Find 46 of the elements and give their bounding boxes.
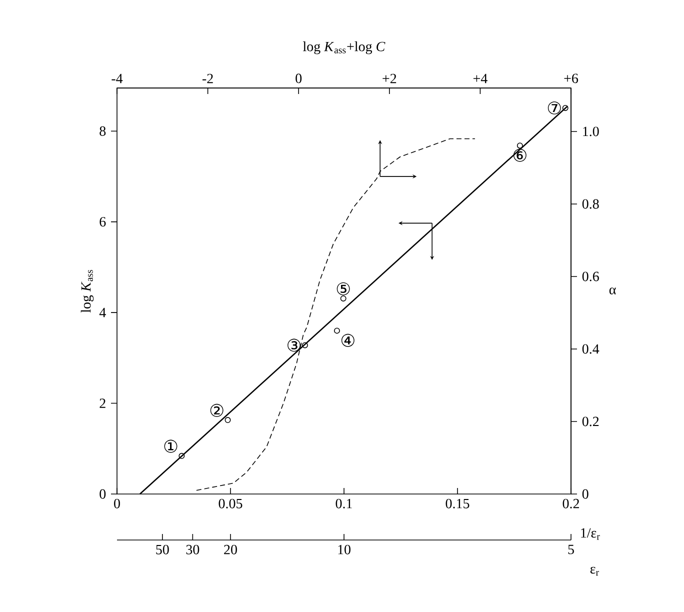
y-tick-label: 0 bbox=[100, 489, 106, 499]
text: 50 bbox=[156, 544, 169, 554]
point bbox=[516, 142, 523, 149]
annotation: ① bbox=[164, 440, 178, 453]
x2-tick-label: +4 bbox=[473, 74, 488, 84]
text: ε$_{r}$ bbox=[590, 566, 599, 576]
y2-tick-label: 0.6 bbox=[582, 272, 599, 282]
y2-tick-label: 1.0 bbox=[583, 126, 599, 136]
text: 10 bbox=[338, 544, 350, 554]
point bbox=[302, 342, 308, 348]
y-tick-label: 8 bbox=[100, 126, 106, 136]
y-tick-label: 2 bbox=[100, 398, 106, 408]
point bbox=[178, 452, 185, 459]
x2-tick-label: +6 bbox=[564, 74, 578, 84]
annotation: ⑥ bbox=[513, 148, 526, 162]
y-tick-label: 6 bbox=[100, 217, 106, 227]
point bbox=[224, 417, 231, 424]
y2-tick-label: 0.8 bbox=[582, 199, 599, 209]
x2-axis-title: log K$_{ass}$+log C bbox=[303, 41, 386, 54]
x-tick-label: 0.05 bbox=[218, 498, 242, 508]
y-tick-label: 4 bbox=[99, 308, 106, 318]
x2-tick-label: -2 bbox=[202, 74, 213, 84]
annotation: ② bbox=[210, 404, 224, 417]
annotation: ③ bbox=[288, 338, 300, 352]
y-axis-title: log K$_{ass}$ bbox=[80, 270, 94, 313]
line-series bbox=[196, 138, 476, 491]
annotation: ④ bbox=[341, 334, 354, 347]
x-tick-label: 0.15 bbox=[446, 498, 470, 508]
x-tick-label: 0.1 bbox=[336, 498, 352, 508]
text: 5 bbox=[568, 544, 574, 554]
y2-tick-label: 0 bbox=[582, 489, 588, 499]
x-axis-title: 1/ε$_{r}$ bbox=[581, 528, 600, 540]
annotation: ⑤ bbox=[336, 282, 350, 296]
point bbox=[334, 328, 340, 334]
annotation: ⑦ bbox=[548, 101, 561, 114]
y2-axis-title: α bbox=[609, 288, 616, 294]
point bbox=[340, 295, 346, 302]
y2-tick-label: 0.2 bbox=[582, 416, 599, 426]
text: 20 bbox=[224, 544, 237, 554]
x2-tick-label: +2 bbox=[382, 74, 396, 84]
text: 30 bbox=[186, 544, 200, 554]
x-tick-label: 0 bbox=[114, 498, 120, 508]
y2-tick-label: 0.4 bbox=[582, 344, 600, 354]
x-tick-label: 0.2 bbox=[562, 498, 579, 508]
x2-tick-label: -4 bbox=[112, 74, 123, 84]
x2-tick-label: 0 bbox=[296, 74, 302, 84]
